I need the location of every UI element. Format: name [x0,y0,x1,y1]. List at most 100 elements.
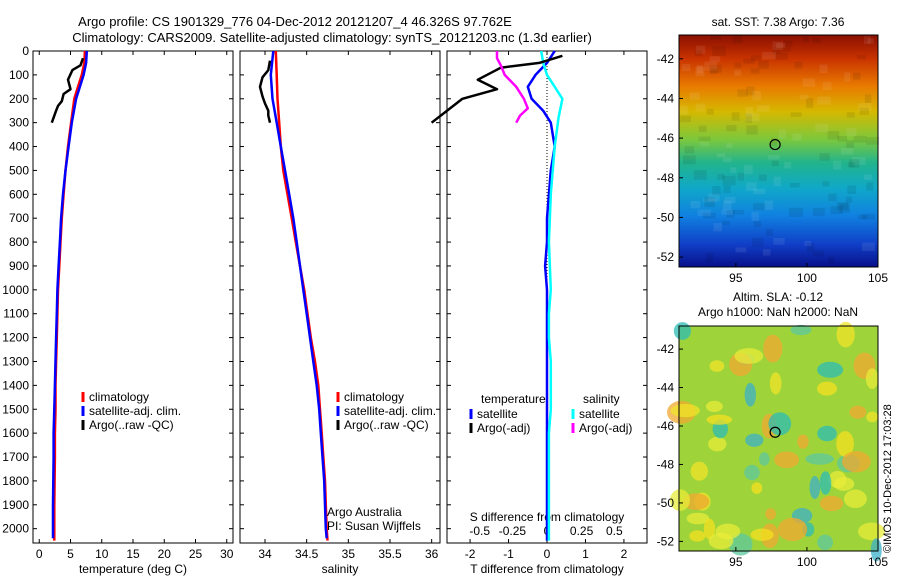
depth-tick-label: 300 [9,116,29,130]
sla-blob [686,512,710,525]
sst-texture [790,112,802,117]
sst-texture [827,131,840,140]
sst-texture [702,212,716,219]
sla-blob [670,489,690,511]
sst-texture [866,182,874,191]
sst-texture [864,94,872,104]
sst-texture [758,60,769,69]
sst-texture [744,164,753,175]
depth-tick-label: 1500 [2,402,29,416]
sst-map-ytick-label: -46 [657,131,675,145]
sst-map-xtick-label: 105 [868,271,888,285]
sst-texture [862,242,875,252]
sla-blob [844,489,867,509]
sst-texture [710,35,722,40]
sst-texture [731,112,740,121]
depth-tick-label: 800 [9,235,29,249]
sst-texture [853,72,861,80]
depth-tick-label: 200 [9,92,29,106]
sst-texture [732,210,745,215]
sst-texture [846,128,857,137]
depth-tick-label: 1600 [2,426,29,440]
sst-texture [772,41,784,50]
sla-blob [790,324,812,336]
sst-texture [819,64,828,74]
sst-texture [750,68,760,74]
sst-texture [840,148,854,155]
depth-tick-label: 900 [9,259,29,273]
legend-label: satellite [477,407,518,421]
depth-tick-label: 400 [9,140,29,154]
legend-label: satellite-adj. clim. [344,404,436,418]
sst-texture [758,174,767,182]
sst-texture [734,62,742,68]
sla-blob [708,532,734,550]
salinity-diff-tick-label: 0.25 [570,524,594,538]
sla-blob [817,361,844,378]
series-line [269,50,328,539]
sst-texture [839,203,850,213]
sla-blob [858,522,885,541]
sst-texture [698,136,711,142]
depth-tick-label: 0 [22,44,29,58]
sst-texture [679,105,688,115]
sst-texture [696,45,706,54]
salinity-xtick-label: 36 [425,547,439,561]
temperature-xtick-label: 0 [36,547,43,561]
salinity-axes-frame [239,50,441,544]
sst-texture [712,186,721,195]
sst-texture [717,173,725,180]
sst-texture [681,64,691,72]
sla-map-title-2: Argo h1000: NaN h2000: NaN [698,305,858,319]
sst-texture [771,137,778,146]
depth-tick-label: 100 [9,68,29,82]
sst-texture [857,214,868,220]
sst-texture [771,160,779,167]
salinity-diff-tick-label: -0.5 [469,524,490,538]
series-line [50,57,85,124]
salinity-xlabel: salinity [322,562,359,576]
difference-xtick-label: 2 [621,547,628,561]
sla-blob [706,414,732,425]
sst-texture [844,72,851,82]
sla-blob [769,372,782,395]
sst-texture [845,196,853,203]
sst-texture [864,36,871,45]
sst-map-ytick-label: -44 [657,91,675,105]
sla-map: 95 100 105 -42 -44 -46 -48 -50 -52 [657,321,888,569]
sla-blob [819,495,844,512]
sst-texture [757,105,770,112]
legend-label: climatology [89,390,149,404]
difference-xtick-label: -2 [465,547,476,561]
series-line [430,54,563,124]
sst-texture [753,221,762,228]
sst-texture [723,157,732,163]
sst-texture [706,252,714,262]
sst-texture [751,212,759,221]
legend-label: satellite [579,407,620,421]
salinity-xtick-label: 35 [342,547,356,561]
sst-texture [858,103,872,111]
temperature-xtick-label: 5 [67,547,74,561]
series-line [526,50,556,541]
sst-texture [828,193,837,202]
sla-map-frame [678,325,879,552]
depth-tick-label: 1900 [2,498,29,512]
sla-blob [709,360,725,372]
sst-texture [867,38,874,44]
legend-label: satellite-adj. clim. [89,404,181,418]
sst-texture [745,112,760,122]
temperature-axes-frame [32,50,234,544]
sst-texture [812,207,825,217]
sst-texture [857,55,867,60]
depth-tick-label: 1300 [2,354,29,368]
sst-texture [746,86,755,96]
series-line [539,50,564,541]
sla-blob [728,533,753,556]
argo-position-marker [769,138,781,151]
sst-texture [773,176,781,187]
sst-texture [804,240,812,247]
sst-texture [778,129,786,139]
difference-panel: -2 -1 0 1 2T difference from climatology -0.5… [430,50,648,576]
sst-texture [851,157,866,165]
